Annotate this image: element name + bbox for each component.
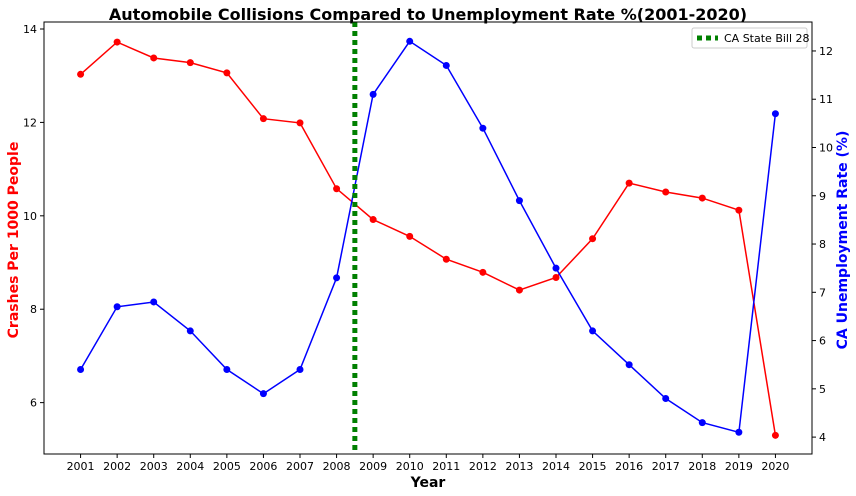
x-tick-label: 2016 [615,460,643,473]
unemployment-data-point [515,197,523,205]
unemployment-data-point [479,124,487,132]
crashes-data-point [662,188,670,196]
chart-title: Automobile Collisions Compared to Unempl… [109,5,747,24]
crashes-data-point [552,273,560,281]
legend: CA State Bill 28 [691,27,810,49]
x-tick-label: 2010 [396,460,424,473]
x-tick-label: 2017 [652,460,680,473]
crashes-data-point [479,268,487,276]
left-y-tick-label: 8 [30,303,37,316]
unemployment-data-point [771,110,779,118]
x-tick-label: 2006 [249,460,277,473]
crashes-data-point [442,255,450,263]
unemployment-data-point [735,428,743,436]
right-y-tick-label: 4 [819,431,826,444]
right-y-tick-label: 12 [819,45,833,58]
unemployment-data-point [77,366,85,374]
unemployment-data-point [589,327,597,335]
crashes-data-point [186,59,194,67]
plot-frame [43,21,813,455]
x-tick-label: 2008 [323,460,351,473]
unemployment-data-point [259,390,267,398]
crashes-data-point [259,115,267,123]
right-y-tick-label: 5 [819,383,826,396]
x-tick-label: 2015 [579,460,607,473]
right-y-tick-label: 9 [819,190,826,203]
left-y-axis-title: Crashes Per 1000 People [6,142,22,339]
x-tick-label: 2009 [359,460,387,473]
left-y-tick-label: 10 [23,210,37,223]
left-y-tick-label: 14 [23,23,37,36]
unemployment-data-point [186,327,194,335]
crashes-data-point [735,206,743,214]
unemployment-data-point [625,361,633,369]
x-axis-title: Year [410,475,446,491]
unemployment-data-point [552,264,560,272]
crashes-series-line [80,41,777,436]
crashes-data-point [150,54,158,62]
right-y-tick-label: 11 [819,93,833,106]
crashes-data-point [515,286,523,294]
unemployment-data-point [296,366,304,374]
left-y-tick-label: 12 [23,116,37,129]
x-tick-label: 2012 [469,460,497,473]
x-tick-label: 2004 [176,460,204,473]
plot-area: 2001 2002 2003 2004 2005 2006 2007 2008 2009 2010… [23,22,833,473]
crashes-data-point [77,70,85,78]
x-tick-label: 2011 [432,460,460,473]
right-y-axis-title: CA Unemployment Rate (%) [835,131,851,350]
crashes-data-point [369,216,377,224]
x-tick-label: 2020 [761,460,789,473]
x-tick-label: 2005 [213,460,241,473]
crashes-data-point [589,235,597,243]
x-tick-label: 2013 [505,460,533,473]
right-y-tick-label: 10 [819,141,833,154]
unemployment-data-point [150,298,158,306]
crashes-data-point [771,431,779,439]
crashes-data-point [333,185,341,193]
unemployment-data-point [113,303,121,311]
x-tick-label: 2007 [286,460,314,473]
x-tick-label: 2019 [725,460,753,473]
unemployment-series-line [79,40,777,434]
unemployment-data-point [662,394,670,402]
crashes-data-point [625,179,633,187]
right-y-tick-label: 7 [819,286,826,299]
unemployment-data-point [369,90,377,98]
crashes-data-point [698,194,706,202]
x-tick-label: 2002 [103,460,131,473]
unemployment-data-point [406,37,414,45]
right-y-tick-label: 8 [819,238,826,251]
right-y-tick-label: 6 [819,335,826,348]
crashes-data-point [223,69,231,77]
unemployment-data-point [333,274,341,282]
x-tick-label: 2003 [140,460,168,473]
crashes-data-point [406,232,414,240]
x-tick-label: 2001 [67,460,95,473]
legend-vline-label: CA State Bill 28 [724,32,810,45]
unemployment-data-point [223,366,231,374]
crashes-data-point [113,38,121,46]
x-tick-label: 2018 [688,460,716,473]
crashes-data-point [296,119,304,127]
legend-box [691,27,808,49]
unemployment-data-point [698,419,706,427]
x-tick-label: 2014 [542,460,570,473]
left-y-tick-label: 6 [30,397,37,410]
unemployment-data-point [442,61,450,69]
